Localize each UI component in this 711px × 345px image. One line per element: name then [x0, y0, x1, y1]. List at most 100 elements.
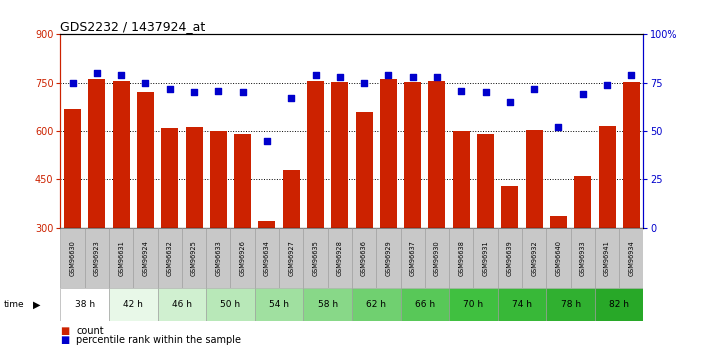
Text: GSM96930: GSM96930 — [434, 240, 440, 276]
Text: 82 h: 82 h — [609, 300, 629, 309]
Bar — [400, 288, 449, 321]
Text: time: time — [4, 300, 24, 309]
Text: GSM96630: GSM96630 — [70, 240, 75, 276]
Text: GSM96926: GSM96926 — [240, 240, 245, 276]
Bar — [619, 228, 643, 288]
Bar — [449, 288, 498, 321]
Text: GSM96635: GSM96635 — [313, 240, 319, 276]
Bar — [356, 112, 373, 228]
Text: GSM96636: GSM96636 — [361, 240, 367, 276]
Bar — [328, 228, 352, 288]
Bar — [525, 130, 542, 228]
Bar — [522, 228, 546, 288]
Bar — [429, 80, 446, 228]
Bar — [137, 92, 154, 228]
Point — [188, 90, 200, 95]
Text: 70 h: 70 h — [464, 300, 483, 309]
Bar — [283, 170, 300, 228]
Bar — [60, 228, 85, 288]
Text: 58 h: 58 h — [318, 300, 338, 309]
Bar — [400, 228, 425, 288]
Text: GSM96634: GSM96634 — [264, 240, 270, 276]
Text: GSM96638: GSM96638 — [459, 240, 464, 276]
Point — [626, 72, 637, 78]
Text: 46 h: 46 h — [172, 300, 192, 309]
Text: ■: ■ — [60, 326, 70, 336]
Bar — [258, 220, 275, 228]
Point — [261, 138, 272, 144]
Bar — [570, 228, 595, 288]
Bar — [255, 288, 304, 321]
Point — [480, 90, 491, 95]
Text: GSM96631: GSM96631 — [118, 240, 124, 276]
Point — [237, 90, 248, 95]
Bar — [574, 176, 592, 228]
Text: GSM96932: GSM96932 — [531, 240, 537, 276]
Text: GSM96933: GSM96933 — [579, 240, 586, 276]
Bar — [158, 228, 182, 288]
Bar — [64, 109, 81, 228]
Point — [504, 99, 515, 105]
Point — [310, 72, 321, 78]
Bar — [599, 126, 616, 228]
Bar — [477, 134, 494, 228]
Bar — [546, 228, 570, 288]
Bar — [234, 134, 251, 228]
Bar — [206, 228, 230, 288]
Bar — [498, 228, 522, 288]
Bar — [595, 288, 643, 321]
Point — [164, 86, 176, 91]
Text: ■: ■ — [60, 335, 70, 345]
Text: 78 h: 78 h — [560, 300, 581, 309]
Point — [67, 80, 78, 86]
Bar — [550, 216, 567, 228]
Point — [456, 88, 467, 93]
Text: GSM96633: GSM96633 — [215, 240, 221, 276]
Bar — [304, 228, 328, 288]
Bar — [307, 80, 324, 228]
Bar — [546, 288, 595, 321]
Point — [115, 72, 127, 78]
Text: count: count — [76, 326, 104, 336]
Bar — [474, 228, 498, 288]
Point — [358, 80, 370, 86]
Point — [334, 74, 346, 80]
Bar — [380, 79, 397, 228]
Bar — [112, 80, 129, 228]
Bar — [279, 228, 304, 288]
Text: GSM96639: GSM96639 — [507, 240, 513, 276]
Bar — [109, 288, 158, 321]
Bar — [595, 228, 619, 288]
Text: GSM96640: GSM96640 — [555, 240, 562, 276]
Text: 62 h: 62 h — [366, 300, 386, 309]
Text: GSM96923: GSM96923 — [94, 240, 100, 276]
Text: GSM96927: GSM96927 — [288, 240, 294, 276]
Point — [577, 92, 589, 97]
Bar — [449, 228, 474, 288]
Bar — [158, 288, 206, 321]
Bar — [352, 288, 400, 321]
Bar — [623, 82, 640, 228]
Text: GSM96925: GSM96925 — [191, 240, 197, 276]
Text: 74 h: 74 h — [512, 300, 532, 309]
Text: GDS2232 / 1437924_at: GDS2232 / 1437924_at — [60, 20, 205, 33]
Bar — [88, 79, 105, 228]
Bar — [304, 288, 352, 321]
Text: GSM96941: GSM96941 — [604, 240, 610, 276]
Point — [91, 70, 102, 76]
Bar — [134, 228, 158, 288]
Point — [602, 82, 613, 88]
Bar — [425, 228, 449, 288]
Text: GSM96931: GSM96931 — [483, 240, 488, 276]
Text: 66 h: 66 h — [415, 300, 435, 309]
Point — [383, 72, 394, 78]
Bar — [206, 288, 255, 321]
Text: percentile rank within the sample: percentile rank within the sample — [76, 335, 241, 345]
Bar — [210, 131, 227, 228]
Bar — [376, 228, 400, 288]
Text: GSM96924: GSM96924 — [142, 240, 149, 276]
Bar — [331, 82, 348, 228]
Text: 54 h: 54 h — [269, 300, 289, 309]
Bar — [182, 228, 206, 288]
Bar — [352, 228, 376, 288]
